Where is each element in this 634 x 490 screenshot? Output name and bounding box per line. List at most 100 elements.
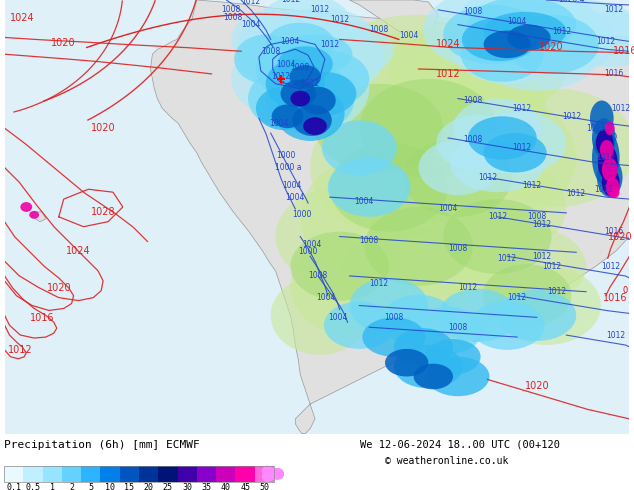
Text: 5: 5 [88, 484, 93, 490]
Text: *: * [279, 80, 284, 90]
Text: 35: 35 [202, 484, 212, 490]
Ellipse shape [271, 104, 303, 128]
Ellipse shape [504, 15, 599, 74]
Ellipse shape [413, 307, 482, 354]
Ellipse shape [497, 290, 576, 341]
Text: 0.5: 0.5 [25, 484, 41, 490]
Text: 1012: 1012 [522, 181, 541, 190]
Text: 1000: 1000 [292, 210, 312, 220]
Ellipse shape [497, 2, 616, 77]
Ellipse shape [231, 41, 330, 116]
Text: 1012: 1012 [507, 293, 527, 302]
Text: 1020: 1020 [608, 232, 633, 242]
Ellipse shape [365, 207, 473, 286]
Ellipse shape [369, 54, 547, 182]
Ellipse shape [468, 116, 537, 160]
Text: 0.1: 0.1 [6, 484, 21, 490]
Ellipse shape [418, 140, 497, 195]
Text: 1008: 1008 [224, 13, 243, 22]
Polygon shape [150, 0, 630, 434]
Text: 1012: 1012 [562, 112, 581, 121]
Text: 1024: 1024 [66, 246, 91, 256]
Ellipse shape [436, 115, 519, 171]
Ellipse shape [236, 10, 345, 89]
Text: 1012: 1012 [488, 212, 507, 221]
Ellipse shape [290, 237, 409, 335]
Text: 1004: 1004 [283, 181, 302, 190]
Ellipse shape [278, 47, 333, 82]
Ellipse shape [394, 328, 453, 366]
Ellipse shape [271, 276, 369, 355]
Text: 1008: 1008 [359, 236, 379, 245]
Ellipse shape [477, 89, 634, 207]
Text: 1020: 1020 [51, 38, 76, 49]
Text: 1008: 1008 [448, 244, 467, 253]
Text: 45: 45 [240, 484, 250, 490]
Ellipse shape [413, 364, 453, 389]
Text: 1000: 1000 [276, 151, 295, 160]
Ellipse shape [379, 89, 576, 227]
Bar [4, 466, 274, 482]
Text: 1012: 1012 [542, 262, 561, 270]
Ellipse shape [322, 120, 397, 175]
Text: 1004: 1004 [328, 313, 347, 322]
Text: 1016: 1016 [604, 227, 623, 236]
Ellipse shape [324, 301, 395, 349]
Ellipse shape [266, 23, 335, 66]
Text: 1012: 1012 [532, 220, 552, 229]
Polygon shape [349, 0, 438, 39]
Ellipse shape [438, 289, 517, 342]
Text: © weatheronline.co.uk: © weatheronline.co.uk [385, 456, 508, 466]
Text: 1020: 1020 [524, 381, 549, 392]
Ellipse shape [261, 0, 349, 45]
Text: Precipitation (6h) [mm] ECMWF: Precipitation (6h) [mm] ECMWF [4, 440, 200, 450]
Bar [4, 466, 23, 482]
Ellipse shape [450, 133, 545, 192]
Ellipse shape [292, 104, 332, 136]
Ellipse shape [340, 227, 477, 325]
Text: 1012: 1012 [320, 40, 339, 49]
Text: 1012: 1012 [601, 262, 620, 270]
Text: 0: 0 [611, 133, 616, 143]
Ellipse shape [562, 12, 634, 67]
Text: 1012: 1012 [370, 279, 389, 288]
Text: 30: 30 [182, 484, 192, 490]
Text: 1012: 1012 [596, 37, 616, 46]
Ellipse shape [493, 266, 601, 345]
Text: 1004: 1004 [281, 37, 300, 46]
Ellipse shape [404, 138, 512, 217]
Ellipse shape [328, 158, 411, 217]
Text: 1004: 1004 [286, 193, 305, 201]
Text: 10: 10 [105, 484, 115, 490]
Ellipse shape [248, 69, 323, 128]
Ellipse shape [310, 98, 488, 237]
Text: 50: 50 [259, 484, 269, 490]
Text: 1008: 1008 [290, 63, 310, 72]
Ellipse shape [320, 15, 517, 123]
Ellipse shape [610, 186, 619, 198]
Ellipse shape [276, 24, 384, 94]
Ellipse shape [276, 86, 345, 141]
Text: 1012: 1012 [552, 27, 571, 36]
Text: 1012: 1012 [311, 5, 330, 14]
Text: 1012: 1012 [436, 69, 460, 79]
Bar [255, 466, 274, 482]
Ellipse shape [305, 22, 394, 77]
Text: 1012: 1012 [596, 153, 616, 162]
Ellipse shape [602, 169, 619, 196]
Ellipse shape [303, 117, 327, 135]
Ellipse shape [468, 111, 566, 174]
Ellipse shape [20, 202, 32, 212]
Text: 1008: 1008 [463, 96, 482, 105]
Ellipse shape [330, 143, 448, 232]
Text: 1008: 1008 [370, 25, 389, 34]
Ellipse shape [590, 100, 614, 136]
Ellipse shape [381, 294, 456, 346]
Text: 1012: 1012 [594, 185, 613, 194]
Bar [62, 466, 81, 482]
Ellipse shape [468, 0, 576, 52]
Ellipse shape [310, 29, 547, 187]
Text: 1012: 1012 [547, 287, 566, 296]
Ellipse shape [385, 349, 429, 376]
Ellipse shape [290, 51, 369, 106]
